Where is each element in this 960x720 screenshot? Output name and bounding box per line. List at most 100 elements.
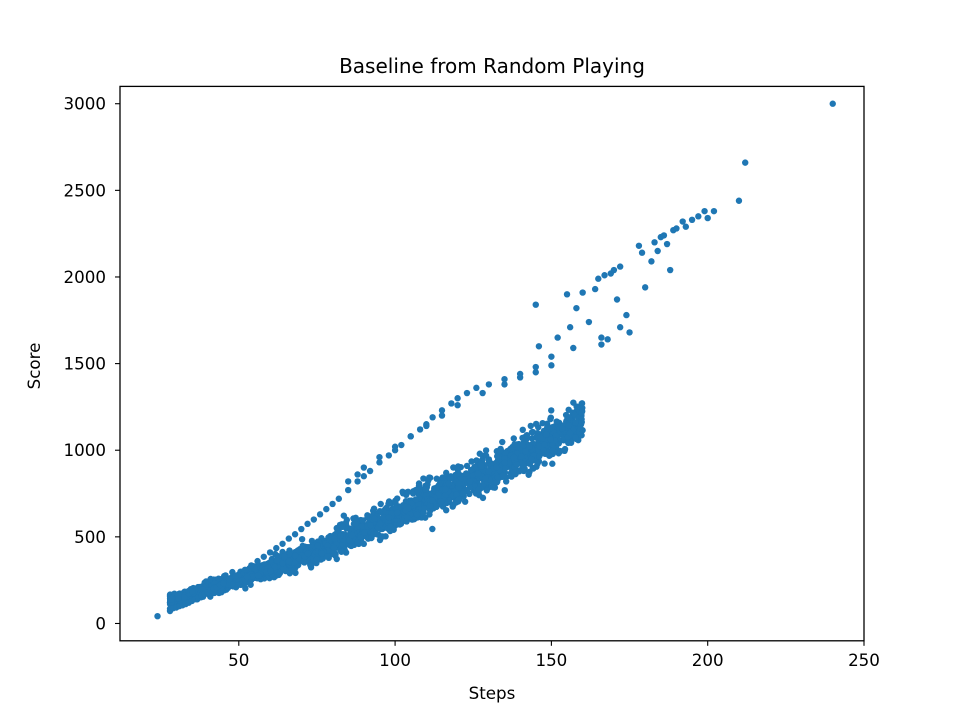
- data-point: [266, 549, 274, 556]
- data-point: [585, 318, 593, 326]
- data-point: [443, 469, 450, 477]
- data-point: [528, 455, 535, 463]
- data-point: [232, 572, 239, 580]
- data-point: [438, 407, 446, 414]
- data-point: [463, 389, 471, 397]
- data-point: [354, 478, 361, 485]
- x-axis-title: Steps: [469, 683, 516, 703]
- points-layer: [154, 100, 836, 620]
- x-axis: 50 100 150 200 250: [228, 640, 880, 670]
- data-point: [548, 362, 555, 369]
- data-point: [439, 474, 446, 481]
- data-point: [154, 613, 161, 620]
- data-point: [548, 407, 555, 414]
- data-point: [532, 301, 539, 308]
- data-point: [563, 291, 571, 298]
- data-point: [536, 434, 544, 441]
- data-point: [428, 497, 436, 504]
- data-point: [380, 514, 387, 521]
- data-point: [501, 487, 508, 494]
- data-point: [304, 520, 311, 528]
- data-point: [243, 573, 251, 581]
- data-point: [273, 557, 281, 564]
- data-point: [337, 532, 344, 540]
- data-point: [548, 424, 556, 431]
- data-point: [468, 458, 475, 465]
- data-point: [267, 567, 274, 575]
- data-point: [226, 576, 233, 583]
- data-point: [654, 247, 661, 255]
- data-point: [285, 535, 293, 542]
- data-point: [648, 258, 655, 265]
- data-point: [493, 453, 501, 460]
- data-point: [329, 500, 336, 508]
- data-point: [359, 517, 367, 524]
- data-point: [475, 491, 483, 499]
- data-point: [339, 540, 346, 548]
- data-point: [249, 572, 256, 580]
- data-point: [429, 414, 436, 421]
- data-point: [285, 550, 293, 558]
- data-point: [493, 463, 500, 471]
- data-point: [735, 197, 743, 204]
- data-point: [426, 474, 433, 481]
- data-point: [407, 433, 414, 440]
- data-point: [570, 399, 577, 406]
- data-point: [541, 460, 548, 467]
- data-point: [405, 504, 412, 512]
- data-point: [442, 486, 449, 493]
- data-point: [234, 582, 241, 589]
- data-point: [510, 469, 517, 476]
- data-point: [290, 559, 298, 567]
- data-point: [279, 560, 286, 567]
- data-point: [478, 462, 485, 470]
- data-point: [371, 515, 379, 523]
- data-point: [404, 488, 412, 496]
- data-point: [466, 478, 473, 485]
- data-point: [591, 285, 599, 293]
- data-point: [532, 363, 539, 371]
- data-point: [415, 480, 423, 487]
- data-point: [598, 341, 605, 348]
- data-point: [299, 542, 306, 550]
- data-point: [313, 556, 320, 563]
- data-point: [526, 443, 533, 450]
- data-point: [572, 419, 579, 426]
- data-point: [522, 448, 529, 455]
- data-point: [429, 525, 436, 533]
- data-point: [345, 478, 352, 485]
- data-point: [638, 249, 646, 256]
- data-point: [455, 496, 463, 503]
- data-point: [549, 447, 556, 455]
- data-point: [535, 343, 543, 350]
- data-point: [483, 487, 490, 494]
- data-point: [679, 218, 686, 225]
- data-point: [623, 311, 630, 319]
- data-point: [572, 434, 579, 441]
- data-point: [501, 459, 508, 466]
- data-point: [613, 296, 621, 303]
- data-point: [281, 553, 288, 560]
- data-point: [501, 465, 509, 472]
- data-point: [398, 441, 405, 449]
- data-point: [352, 520, 359, 528]
- data-point: [290, 567, 297, 574]
- y-tick-label: 1000: [64, 440, 106, 460]
- data-point: [459, 490, 467, 497]
- data-point: [360, 464, 368, 471]
- data-point: [710, 207, 718, 215]
- data-point: [502, 478, 510, 485]
- data-point: [339, 523, 346, 531]
- data-point: [414, 487, 421, 494]
- data-point: [248, 562, 255, 569]
- data-point: [348, 531, 356, 539]
- data-point: [482, 452, 490, 459]
- data-point: [447, 475, 454, 482]
- data-point: [294, 547, 302, 554]
- data-point: [673, 225, 680, 232]
- data-point: [573, 304, 580, 312]
- data-point: [448, 400, 455, 407]
- data-point: [527, 422, 534, 430]
- y-tick-label: 2000: [64, 267, 106, 287]
